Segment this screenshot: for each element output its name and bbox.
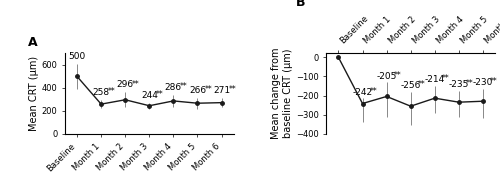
Text: 244: 244: [141, 91, 158, 100]
Text: **: **: [418, 80, 425, 89]
Text: **: **: [204, 85, 212, 94]
Text: **: **: [394, 71, 401, 80]
Text: -242: -242: [352, 88, 372, 97]
Text: **: **: [490, 77, 498, 86]
Text: 271: 271: [213, 86, 230, 95]
Text: **: **: [132, 80, 140, 89]
Text: A: A: [28, 36, 38, 49]
Text: **: **: [466, 79, 473, 88]
Text: -205: -205: [376, 72, 397, 81]
Text: **: **: [180, 82, 188, 91]
Text: B: B: [296, 0, 306, 9]
Text: 258: 258: [92, 88, 110, 97]
Text: **: **: [370, 87, 377, 96]
Y-axis label: Mean change from
baseline CRT (μm): Mean change from baseline CRT (μm): [272, 48, 293, 139]
Text: **: **: [228, 85, 236, 94]
Text: 266: 266: [189, 86, 206, 95]
Y-axis label: Mean CRT (μm): Mean CRT (μm): [28, 56, 38, 131]
Text: -214: -214: [424, 75, 445, 84]
Text: **: **: [442, 74, 450, 83]
Text: -235: -235: [448, 80, 469, 89]
Text: 286: 286: [165, 83, 182, 92]
Text: -230: -230: [473, 78, 493, 87]
Text: 296: 296: [116, 80, 134, 89]
Text: -256: -256: [400, 81, 421, 90]
Text: **: **: [108, 87, 116, 96]
Text: **: **: [156, 90, 164, 99]
Text: 500: 500: [68, 52, 86, 61]
